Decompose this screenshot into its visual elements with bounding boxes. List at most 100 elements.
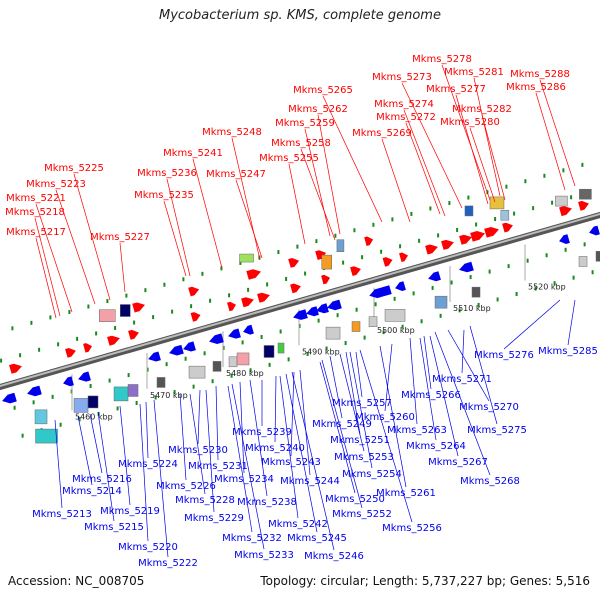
scale-label: 5500 kbp	[377, 326, 415, 335]
tick-dot	[526, 258, 529, 263]
tick-dot	[437, 233, 440, 238]
tick-dot	[448, 201, 451, 206]
tick-dot	[239, 260, 242, 265]
feature-box	[336, 239, 345, 252]
leader-line	[291, 371, 335, 551]
tick-dot	[171, 309, 174, 314]
forward-gene-arrow	[425, 244, 438, 255]
reverse-gene-label: Mkms_5229	[184, 513, 244, 524]
reverse-gene-label: Mkms_5257	[332, 398, 392, 409]
forward-gene-arrow	[559, 206, 572, 217]
forward-gene-arrow	[459, 234, 472, 245]
forward-gene-label: Mkms_5277	[426, 84, 486, 95]
tick-dot	[13, 405, 16, 410]
tick-dot	[19, 353, 22, 358]
feature-box	[555, 195, 568, 207]
tick-dot	[317, 318, 320, 323]
forward-gene-arrow	[107, 335, 120, 346]
tick-dot	[163, 282, 166, 287]
leader-line	[319, 361, 356, 494]
tick-dot	[32, 400, 35, 405]
leader-line	[189, 393, 206, 495]
reverse-gene-arrow	[316, 303, 329, 314]
forward-gene-label: Mkms_5288	[510, 69, 570, 80]
leader-line	[339, 353, 365, 452]
tick-dot	[89, 383, 92, 388]
reverse-gene-arrow	[78, 371, 91, 382]
feature-box	[368, 316, 378, 327]
tick-dot	[287, 357, 290, 362]
feature-box	[87, 395, 99, 409]
tick-dot	[116, 406, 119, 411]
leader-line	[429, 335, 459, 457]
feature-box	[464, 205, 474, 217]
tick-dot	[515, 292, 518, 297]
reverse-gene-arrow	[559, 234, 570, 244]
leader-line	[288, 163, 306, 245]
tick-dot	[203, 351, 206, 356]
reverse-gene-label: Mkms_5276	[474, 350, 534, 361]
forward-gene-label: Mkms_5221	[6, 193, 66, 204]
reverse-gene-label: Mkms_5246	[304, 551, 364, 562]
forward-gene-arrow	[65, 348, 76, 358]
tick-dot	[361, 255, 364, 260]
forward-gene-arrow	[350, 266, 361, 276]
tick-dot	[551, 200, 554, 205]
leader-line	[481, 114, 506, 201]
forward-gene-label: Mkms_5286	[506, 82, 566, 93]
feature-box	[236, 352, 250, 366]
forward-gene-label: Mkms_5227	[90, 232, 150, 243]
leader-line	[235, 179, 263, 259]
leader-line	[166, 178, 191, 277]
tick-dot	[334, 233, 337, 238]
reverse-gene-label: Mkms_5231	[188, 461, 248, 472]
tick-dot	[393, 296, 396, 301]
forward-gene-label: Mkms_5258	[271, 138, 331, 149]
reverse-gene-label: Mkms_5251	[330, 435, 390, 446]
leader-line	[215, 385, 219, 461]
reverse-gene-arrow	[228, 328, 241, 339]
forward-leader-lines	[34, 64, 576, 319]
tick-dot	[418, 238, 421, 243]
tick-dot	[230, 373, 233, 378]
tick-dot	[591, 270, 594, 275]
reverse-gene-label: Mkms_5216	[72, 474, 132, 485]
tick-dot	[184, 356, 187, 361]
leader-line	[55, 189, 96, 305]
tick-dot	[182, 277, 185, 282]
tick-dot	[68, 309, 71, 314]
tick-dot	[38, 347, 41, 352]
tick-dot	[315, 239, 318, 244]
leader-line	[384, 343, 393, 412]
tick-dot	[279, 329, 282, 334]
genome-backbone	[0, 211, 600, 391]
forward-gene-arrow	[9, 363, 22, 374]
leader-line	[503, 299, 561, 350]
feature-box	[73, 398, 89, 413]
reverse-gene-arrow	[459, 261, 474, 273]
leader-line	[77, 415, 93, 486]
tick-dot	[412, 291, 415, 296]
leader-line	[227, 385, 253, 533]
forward-gene-label: Mkms_5259	[275, 118, 335, 129]
reverse-gene-label: Mkms_5232	[222, 533, 282, 544]
leader-line	[119, 405, 131, 506]
reverse-gene-label: Mkms_5261	[376, 488, 436, 499]
forward-gene-label: Mkms_5235	[134, 190, 194, 201]
tick-dot	[391, 217, 394, 222]
tick-dot	[260, 334, 263, 339]
forward-gene-label: Mkms_5280	[440, 117, 500, 128]
tick-dot	[285, 276, 288, 281]
reverse-gene-label: Mkms_5263	[387, 425, 447, 436]
tick-dot	[304, 271, 307, 276]
tick-dot	[363, 335, 366, 340]
leader-line	[54, 419, 63, 509]
tick-dot	[534, 286, 537, 291]
leader-line	[163, 200, 187, 277]
leader-line	[405, 122, 441, 215]
tick-dot	[467, 195, 470, 200]
feature-box	[263, 345, 275, 358]
tick-dot	[399, 244, 402, 249]
leader-line	[304, 128, 331, 237]
